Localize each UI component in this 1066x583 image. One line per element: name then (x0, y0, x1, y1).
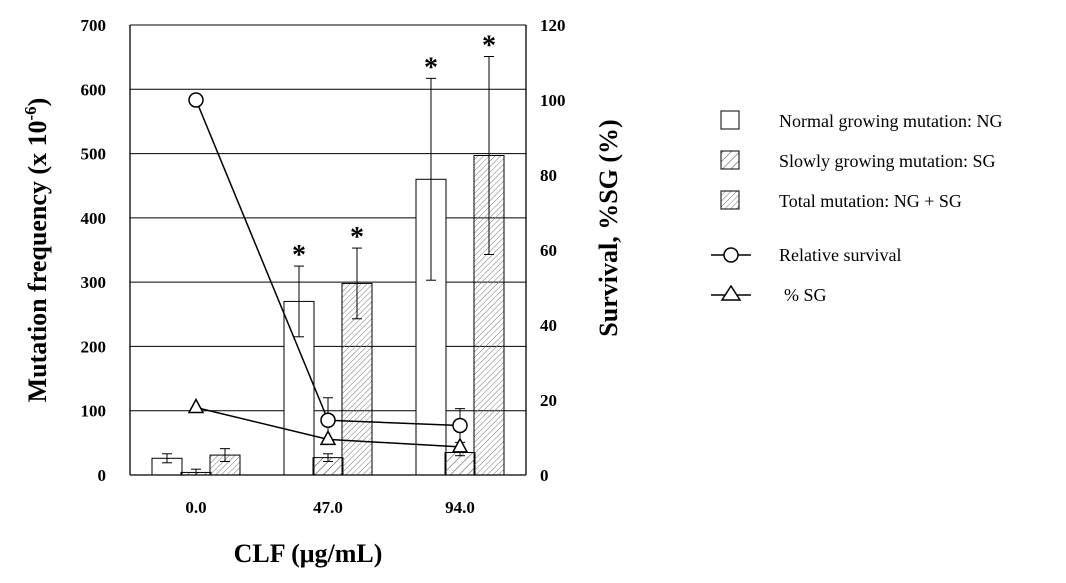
sg-percent-point (319, 429, 337, 446)
x-tick-label: 94.0 (445, 498, 475, 517)
legend: Normal growing mutation: NG Slowly growi… (711, 110, 1002, 305)
legend-label-ng: Normal growing mutation: NG (779, 111, 1002, 131)
y-axis-title-close: ) (23, 98, 52, 107)
significance-star: * (482, 31, 496, 62)
survival-point (320, 412, 336, 428)
legend-triangle-icon (720, 284, 742, 301)
y-tick-label: 500 (81, 145, 107, 164)
y2-tick-label: 20 (540, 391, 557, 410)
significance-marks: * * * * (292, 31, 496, 272)
survival-point (188, 92, 204, 108)
legend-label-survival: Relative survival (779, 245, 901, 265)
y-axis-title-main: Mutation frequency (x 10 (23, 120, 52, 402)
legend-circle-icon (723, 247, 739, 263)
y2-tick-label: 120 (540, 16, 566, 35)
survival-point (452, 417, 468, 434)
x-tick-label: 47.0 (313, 498, 343, 517)
significance-star: * (292, 240, 306, 271)
legend-swatch-ng (720, 110, 740, 130)
y-tick-label: 100 (81, 402, 107, 421)
y-axis-title-sup: -6 (21, 106, 40, 120)
sg-percent-point (451, 437, 469, 453)
y-tick-label: 0 (98, 466, 107, 485)
y-tick-label: 700 (81, 16, 107, 35)
y-tick-label: 300 (81, 273, 107, 292)
legend-swatch-total (720, 190, 740, 210)
y-tick-label: 600 (81, 80, 107, 99)
bar (473, 155, 505, 476)
legend-label-total: Total mutation: NG + SG (779, 191, 962, 211)
legend-label-sg: Slowly growing mutation: SG (779, 151, 996, 171)
y-tick-label: 400 (81, 209, 107, 228)
y2-tick-label: 0 (540, 466, 549, 485)
line-series (187, 92, 469, 453)
x-tick-label: 0.0 (185, 498, 206, 517)
significance-star: * (350, 222, 364, 253)
y2-tick-label: 100 (540, 91, 566, 110)
y2-tick-label: 60 (540, 241, 557, 260)
legend-swatch-sg (720, 150, 740, 170)
y-axis-title: Mutation frequency (x 10-6) (21, 98, 52, 403)
y-tick-label: 200 (81, 337, 107, 356)
significance-star: * (424, 52, 438, 83)
y2-tick-label: 80 (540, 166, 557, 185)
x-axis-title: CLF (μg/mL) (234, 539, 383, 568)
y2-axis-title: Survival, %SG (%) (594, 119, 623, 336)
sg-percent-point (187, 397, 205, 414)
legend-label-sg-percent: % SG (784, 285, 827, 305)
tick-labels: 0 100 200 300 400 500 600 700 0 20 40 60 80 100 120 0.0… (81, 16, 566, 517)
plot-frame (129, 24, 527, 476)
bars (151, 56, 505, 476)
y2-tick-label: 40 (540, 316, 557, 335)
gridlines (130, 88, 526, 412)
